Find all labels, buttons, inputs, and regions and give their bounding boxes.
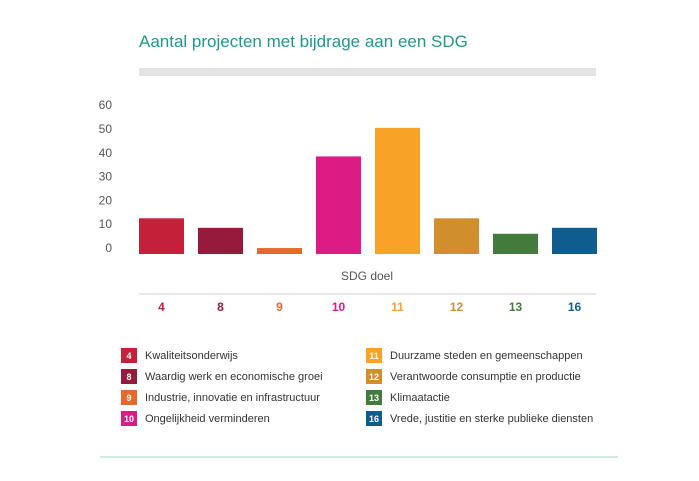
- y-tick-label: 20: [99, 193, 113, 207]
- legend-item: 13 Klimaatactie: [366, 387, 593, 408]
- legend-swatch: 11: [366, 348, 382, 363]
- y-tick-label: 50: [99, 122, 113, 136]
- y-tick-label: 40: [99, 146, 113, 160]
- legend-swatch: 4: [121, 348, 137, 363]
- x-tick-label: 12: [450, 300, 464, 314]
- x-tick-label: 16: [568, 300, 582, 314]
- legend-swatch: 8: [121, 369, 137, 384]
- legend-swatch: 13: [366, 390, 382, 405]
- legend-item: 11 Duurzame steden en gemeenschappen: [366, 345, 593, 366]
- bars: [139, 127, 597, 254]
- legend-item: 4 Kwaliteitsonderwijs: [121, 345, 323, 366]
- bar-sdg-16: [552, 227, 597, 254]
- bar-sdg-4: [139, 218, 184, 254]
- x-tick-label: 10: [332, 300, 346, 314]
- footer-rule: [100, 456, 618, 458]
- bar-sdg-11: [375, 127, 420, 254]
- bar-sdg-13: [493, 233, 538, 254]
- legend-label: Waardig werk en economische groei: [145, 370, 323, 383]
- y-tick-label: 30: [99, 170, 113, 184]
- legend-label: Duurzame steden en gemeenschappen: [390, 349, 583, 362]
- legend-item: 10 Ongelijkheid verminderen: [121, 408, 323, 429]
- x-tick-label: 9: [276, 300, 283, 314]
- x-tick-label: 4: [158, 300, 165, 314]
- legend-label: Vrede, justitie en sterke publieke diens…: [390, 412, 594, 425]
- legend-column-left: 4 Kwaliteitsonderwijs 8 Waardig werk en eco…: [121, 345, 323, 429]
- legend-column-right: 11 Duurzame steden en gemeenschappen 12 Ver…: [366, 345, 593, 429]
- legend-label: Industrie, innovatie en infrastructuur: [145, 391, 320, 404]
- legend-swatch: 12: [366, 369, 382, 384]
- legend-item: 16 Vrede, justitie en sterke publieke die…: [366, 408, 593, 429]
- legend-item: 12 Verantwoorde consumptie en productie: [366, 366, 593, 387]
- bar-sdg-8: [198, 227, 243, 254]
- legend-label: Klimaatactie: [390, 391, 450, 404]
- legend-swatch: 16: [366, 411, 382, 426]
- legend-label: Ongelijkheid verminderen: [145, 412, 270, 425]
- y-tick-label: 10: [99, 217, 113, 231]
- bar-chart: 0 10 20 30 40 50 60 SDG doel 4 8 9 10 11 12 13 16: [99, 98, 597, 314]
- legend-label: Verantwoorde consumptie en productie: [390, 370, 581, 383]
- x-axis-ticks: 4 8 9 10 11 12 13 16: [158, 300, 581, 314]
- x-tick-label: 13: [509, 300, 523, 314]
- y-tick-label: 0: [105, 241, 112, 255]
- x-tick-label: 11: [391, 300, 404, 314]
- legend-label: Kwaliteitsonderwijs: [145, 349, 238, 362]
- x-tick-label: 8: [217, 300, 224, 314]
- bar-sdg-9: [257, 248, 302, 254]
- chart-title: Aantal projecten met bijdrage aan een SD…: [139, 32, 468, 51]
- legend-swatch: 10: [121, 411, 137, 426]
- bar-sdg-10: [316, 156, 361, 254]
- y-tick-label: 60: [99, 98, 113, 112]
- legend-item: 8 Waardig werk en economische groei: [121, 366, 323, 387]
- legend-item: 9 Industrie, innovatie en infrastructuur: [121, 387, 323, 408]
- legend-swatch: 9: [121, 390, 137, 405]
- title-rule: [139, 68, 596, 76]
- x-axis-label: SDG doel: [341, 269, 393, 283]
- bar-sdg-12: [434, 218, 479, 254]
- y-axis-ticks: 0 10 20 30 40 50 60: [99, 98, 113, 255]
